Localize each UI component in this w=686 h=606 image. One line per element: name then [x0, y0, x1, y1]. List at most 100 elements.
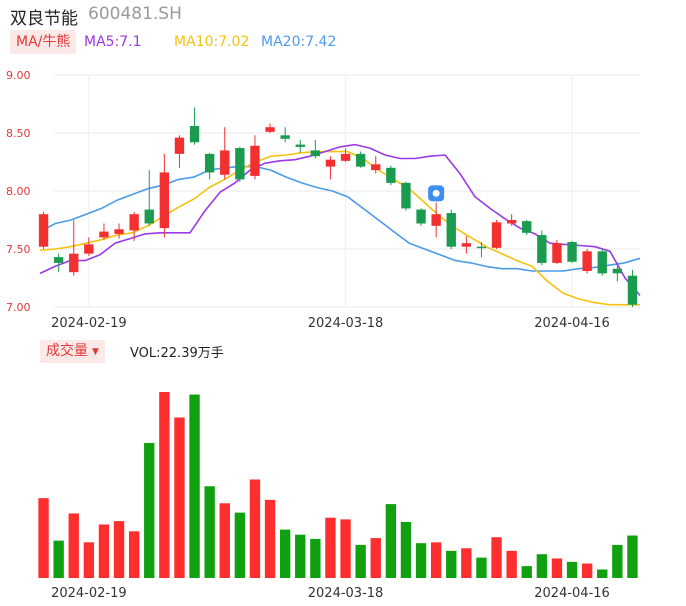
candle-body [371, 164, 381, 171]
candle-body [567, 242, 577, 262]
candle-body [265, 127, 275, 132]
volume-bar [113, 521, 125, 578]
volume-bar [521, 566, 532, 578]
ma10-line [39, 150, 640, 306]
candle-body [476, 246, 487, 249]
candle-body [491, 222, 502, 248]
candle-body [416, 209, 426, 224]
ma5-legend: MA5:7.1 [84, 34, 142, 50]
volume-bar [295, 534, 306, 578]
candle-body [506, 220, 517, 224]
volume-bar [53, 540, 64, 578]
volume-bar [279, 529, 291, 578]
price-tick-label: 8.50 [6, 127, 31, 140]
volume-bar [144, 442, 155, 578]
candle-body [189, 126, 200, 143]
volume-bar [400, 521, 412, 578]
volume-bar [264, 499, 276, 578]
stock-name: 双良节能 [10, 9, 78, 29]
volume-bar [506, 550, 517, 578]
signal-marker-dot-icon [432, 189, 440, 197]
volume-date-label: 2024-02-19 [51, 586, 127, 601]
volume-bar [219, 503, 230, 578]
candle-body [386, 167, 396, 183]
candle-body [401, 182, 411, 209]
candle-body [355, 153, 366, 167]
volume-bar [430, 542, 442, 578]
volume-bar [581, 563, 593, 578]
price-tick-label: 7.00 [6, 301, 31, 314]
candle-body [325, 159, 336, 167]
volume-bar [476, 557, 487, 578]
volume-bar [98, 524, 110, 578]
candle-body [204, 153, 215, 173]
candle-body [235, 148, 245, 180]
candle-body [280, 135, 290, 139]
candle-body [627, 275, 638, 305]
candle-body [84, 244, 94, 254]
ma10-legend: MA10:7.02 [174, 34, 250, 50]
volume-bar [461, 548, 472, 578]
ma20-line [39, 165, 641, 272]
volume-bar [189, 394, 200, 578]
volume-bar [204, 486, 215, 578]
candle-body [220, 150, 230, 175]
candle-body [340, 153, 351, 161]
price-date-label: 2024-04-16 [534, 316, 610, 331]
candle-body [537, 235, 547, 263]
candle-body [174, 137, 185, 154]
volume-value-label: VOL:22.39万手 [130, 346, 224, 361]
volume-bar [68, 513, 79, 578]
price-tick-label: 7.50 [6, 243, 31, 256]
candle-body [114, 229, 124, 234]
candle-body [612, 268, 623, 274]
volume-bar [385, 504, 397, 578]
price-tick-label: 8.00 [6, 185, 31, 198]
price-tick-label: 9.00 [6, 69, 31, 82]
volume-bar [38, 498, 49, 578]
volume-bar [340, 519, 351, 578]
candle-body [99, 231, 109, 238]
volume-bar [310, 538, 321, 578]
volume-bar [536, 554, 548, 578]
volume-date-label: 2024-03-18 [308, 586, 384, 601]
volume-bar [566, 561, 578, 578]
volume-indicator-button[interactable]: 成交量 ▼ [40, 340, 105, 363]
volume-bar [370, 538, 381, 578]
ma20-legend: MA20:7.42 [261, 34, 337, 50]
candle-body [69, 253, 79, 273]
volume-bar [159, 392, 170, 578]
candle-body [129, 214, 139, 231]
volume-bar [446, 550, 457, 578]
candle-body [597, 251, 607, 274]
volume-bar [355, 544, 366, 578]
volume-bar [234, 512, 246, 578]
candle-body [295, 144, 305, 147]
volume-bar [627, 535, 638, 578]
volume-bar [597, 569, 608, 578]
chevron-down-icon: ▼ [92, 347, 99, 357]
candle-body [159, 172, 170, 229]
candle-body [552, 243, 562, 263]
candle-body [522, 221, 532, 233]
candle-body [446, 213, 456, 247]
candle-body [38, 214, 49, 247]
candle-body [310, 150, 321, 157]
stock-code: 600481.SH [88, 4, 182, 24]
volume-bar [83, 542, 95, 578]
volume-bar [551, 558, 563, 578]
volume-bar [491, 537, 502, 578]
candle-body [250, 145, 260, 176]
candle-body [431, 214, 441, 226]
volume-bar [174, 417, 185, 578]
volume-button-label: 成交量 [46, 343, 88, 359]
price-date-label: 2024-02-19 [51, 316, 127, 331]
volume-bar [415, 543, 427, 578]
volume-date-label: 2024-04-16 [534, 586, 610, 601]
volume-bar [325, 517, 336, 578]
ma-indicator-button[interactable]: MA/牛熊 [10, 30, 77, 54]
volume-bar [128, 531, 140, 578]
volume-bar [249, 479, 261, 578]
price-date-label: 2024-03-18 [308, 316, 384, 331]
